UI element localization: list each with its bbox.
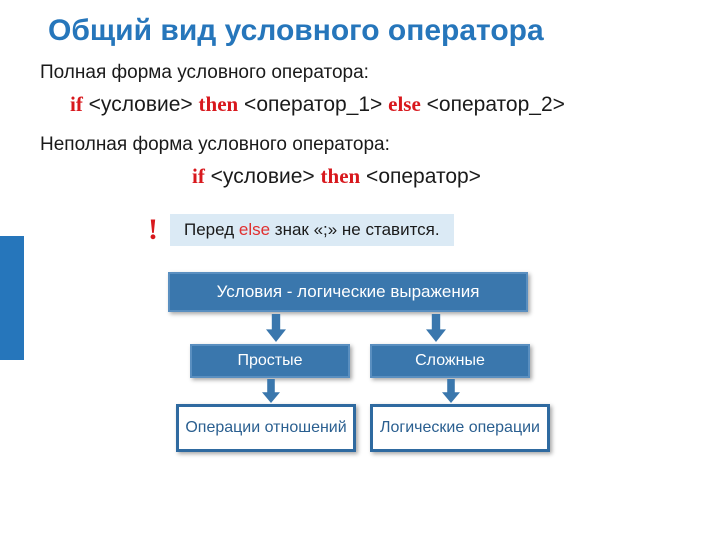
block-rel-ops: Операции отношений: [176, 404, 356, 452]
kw-then: then: [199, 92, 239, 116]
exclaim-icon: !: [148, 215, 158, 245]
block-simple-label: Простые: [237, 352, 302, 370]
note-box: ! Перед else знак «;» не ставится.: [148, 214, 454, 246]
block-log-ops-label: Логические операции: [380, 419, 540, 437]
kw-then-2: then: [321, 164, 361, 188]
block-complex-label: Сложные: [415, 352, 485, 370]
tok-op2: <оператор_2>: [421, 93, 565, 116]
block-complex: Сложные: [370, 344, 530, 378]
syntax-short: if <условие> then <оператор>: [192, 164, 481, 189]
block-log-ops: Логические операции: [370, 404, 550, 452]
note-before: Перед: [184, 220, 239, 239]
kw-if-2: if: [192, 164, 205, 188]
tok-op1: <оператор_1>: [238, 93, 388, 116]
arrow-r1: [426, 314, 446, 342]
note-after: знак «;» не ставится.: [270, 220, 440, 239]
arrow-r2: [442, 379, 460, 403]
kw-else: else: [388, 92, 421, 116]
note-bg: Перед else знак «;» не ставится.: [170, 214, 454, 246]
tok-op-2: <оператор>: [360, 165, 481, 188]
arrow-l2: [262, 379, 280, 403]
block-header-label: Условия - логические выражения: [217, 282, 480, 302]
page-title: Общий вид условного оператора: [48, 14, 544, 48]
short-form-label: Неполная форма условного оператора:: [40, 134, 390, 156]
note-else: else: [239, 220, 270, 239]
arrow-l1: [266, 314, 286, 342]
block-simple: Простые: [190, 344, 350, 378]
tok-cond: <условие>: [83, 93, 199, 116]
accent-strip: [0, 236, 24, 360]
tok-cond-2: <условие>: [205, 165, 321, 188]
block-rel-ops-label: Операции отношений: [185, 419, 346, 437]
block-header: Условия - логические выражения: [168, 272, 528, 312]
syntax-full: if <условие> then <оператор_1> else <опе…: [70, 92, 565, 117]
full-form-label: Полная форма условного оператора:: [40, 62, 369, 84]
kw-if: if: [70, 92, 83, 116]
